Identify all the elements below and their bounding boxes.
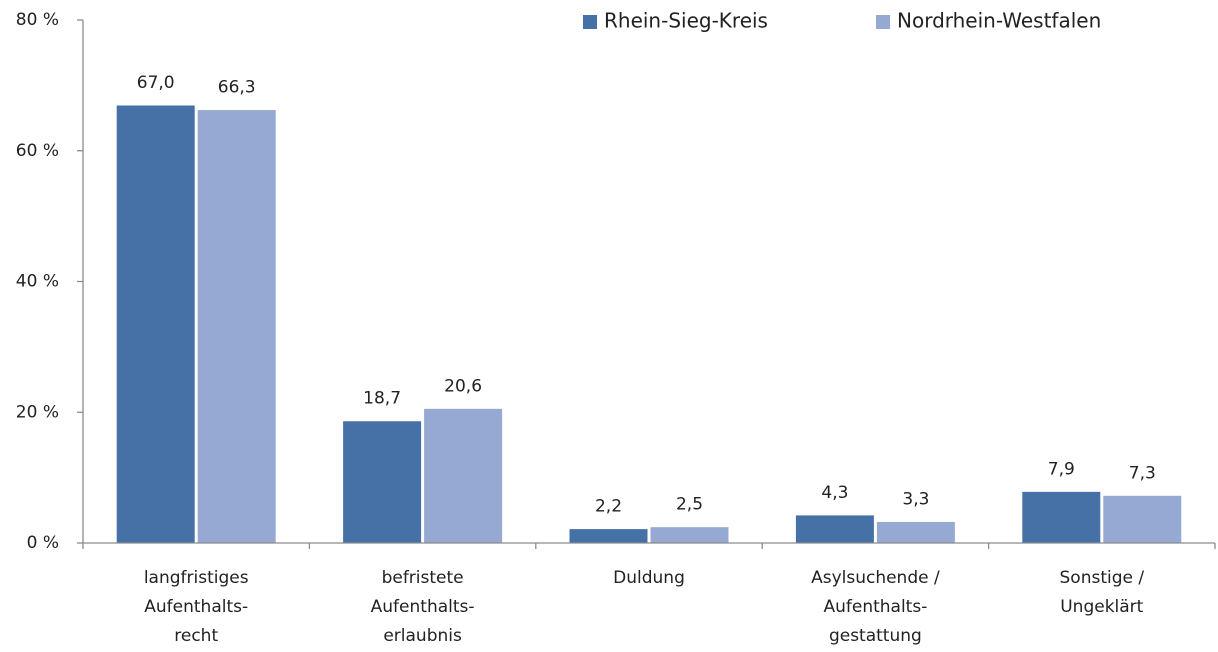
x-tick-label: befristete [382, 568, 464, 588]
value-label: 18,7 [363, 389, 401, 409]
x-tick-label: Sonstige / [1060, 568, 1145, 588]
value-label: 7,9 [1048, 459, 1075, 479]
value-label: 2,2 [595, 497, 622, 517]
x-tick-label: Aufenthalts- [823, 597, 927, 617]
legend-label: Rhein-Sieg-Kreis [604, 9, 768, 33]
bar [1102, 494, 1183, 544]
bar [794, 514, 875, 544]
x-tick-label: langfristiges [144, 568, 249, 588]
y-tick-label: 80 % [16, 10, 59, 30]
x-tick-label: Aufenthalts- [144, 597, 248, 617]
bar [1021, 490, 1102, 544]
legend-swatch [876, 15, 890, 29]
value-label: 7,3 [1129, 463, 1156, 483]
bar [649, 526, 730, 544]
bar [875, 520, 956, 544]
bar [342, 420, 423, 544]
x-tick-label: recht [174, 626, 218, 646]
value-label: 2,5 [676, 495, 703, 515]
value-label: 66,3 [218, 78, 256, 98]
y-tick-label: 20 % [16, 402, 59, 422]
x-tick-label: Aufenthalts- [371, 597, 475, 617]
x-tick-label: Duldung [613, 568, 685, 588]
x-tick-label: erlaubnis [383, 626, 462, 646]
y-tick-label: 60 % [16, 141, 59, 161]
value-label: 67,0 [137, 73, 175, 93]
bar [423, 407, 504, 544]
legend-swatch [583, 15, 597, 29]
x-tick-label: Ungeklärt [1060, 597, 1143, 617]
value-label: 3,3 [902, 489, 929, 509]
legend-label: Nordrhein-Westfalen [897, 9, 1101, 33]
value-label: 20,6 [444, 376, 482, 396]
bar [568, 528, 649, 544]
x-tick-label: Asylsuchende / [811, 568, 940, 588]
y-tick-label: 0 % [27, 533, 59, 553]
x-tick-label: gestattung [829, 626, 922, 646]
y-tick-label: 40 % [16, 272, 59, 292]
bar [196, 109, 277, 544]
bar [115, 104, 196, 544]
value-label: 4,3 [821, 483, 848, 503]
